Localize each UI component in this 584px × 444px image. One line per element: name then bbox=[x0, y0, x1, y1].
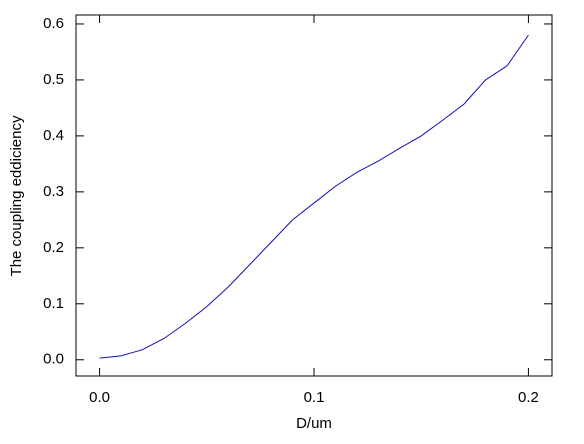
x-tick-label: 0.2 bbox=[518, 389, 539, 406]
y-tick-label: 0.1 bbox=[43, 295, 64, 312]
y-axis-label: The coupling eddiciency bbox=[8, 115, 25, 276]
y-tick-label: 0.5 bbox=[43, 71, 64, 88]
plot-frame bbox=[75, 14, 553, 377]
series-line bbox=[99, 34, 529, 359]
y-tick-label: 0.6 bbox=[43, 15, 64, 32]
y-tick-label: 0.2 bbox=[43, 239, 64, 256]
x-axis-label: D/um bbox=[296, 415, 332, 432]
y-tick-label: 0.0 bbox=[43, 351, 64, 368]
y-tick-label: 0.3 bbox=[43, 183, 64, 200]
x-tick-label: 0.0 bbox=[89, 389, 110, 406]
y-tick-label: 0.4 bbox=[43, 127, 64, 144]
x-tick-label: 0.1 bbox=[304, 389, 325, 406]
